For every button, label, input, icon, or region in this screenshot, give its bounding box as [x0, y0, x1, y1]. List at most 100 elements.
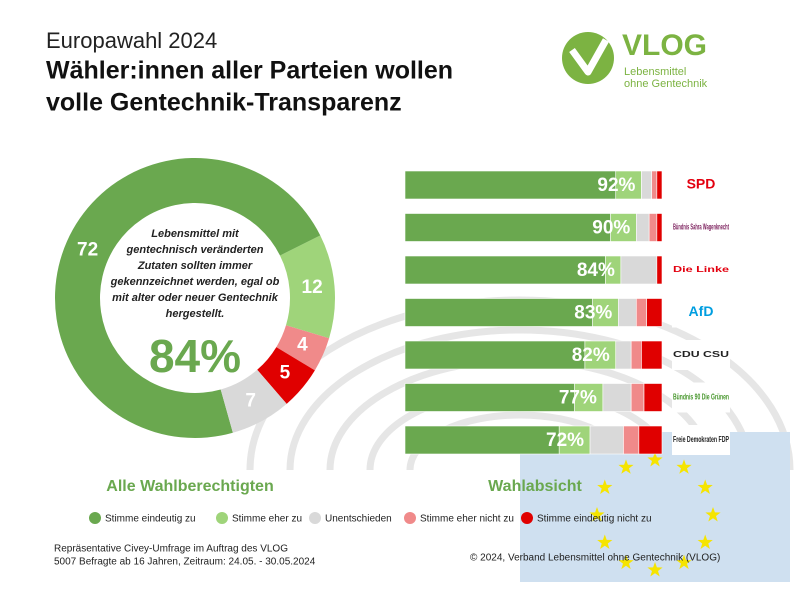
section-title: Alle Wahlberechtigten — [106, 478, 273, 495]
legend: Stimme eindeutig zu Stimme eher zu Unentsc… — [89, 512, 652, 525]
legend-label: Unentschieden — [325, 514, 392, 525]
star — [589, 507, 605, 522]
bar-segment — [615, 170, 642, 200]
bar-segment — [635, 298, 647, 327]
copyright: © 2024, Verband Lebensmittel ohne Gentec… — [470, 553, 720, 564]
party-logo-box — [672, 340, 730, 370]
subtitle: Europawahl 2024 — [46, 28, 217, 53]
bar-chart: 92% SPD 90% Bündnis Sahra Wagenknecht 84% Die… — [404, 170, 730, 455]
star — [597, 479, 613, 494]
center-label: 84% — [149, 330, 241, 382]
bar-segment — [610, 213, 637, 242]
source: Repräsentative Civey-Umfrage im Auftrag … — [54, 544, 288, 555]
logo-line: Lebensmittel — [624, 66, 686, 78]
bar-segment — [656, 170, 663, 200]
donut-segment — [276, 325, 330, 371]
bar-segment — [643, 383, 663, 412]
bar-segment — [646, 298, 663, 327]
legend-marker — [89, 512, 101, 524]
center-text: mit alter oder neuer Gentechnik — [112, 292, 279, 304]
center-text: gentechnisch veränderten — [126, 244, 264, 256]
eu-stars — [589, 452, 721, 577]
segment-label: 7 — [245, 390, 256, 411]
party-label: CDU CSU — [673, 350, 729, 359]
total-label: 83% — [574, 303, 612, 324]
total-label: 90% — [592, 218, 630, 239]
logo-line: ohne Gentechnik — [624, 78, 708, 90]
party-logo-box — [672, 382, 730, 413]
party-label: Bündnis 90 Die Grünen — [673, 393, 729, 402]
bar-segment — [589, 425, 624, 455]
section-title: Wahlabsicht — [488, 478, 582, 495]
total-label: 82% — [572, 345, 610, 366]
center-text: Lebensmittel mit — [151, 228, 240, 240]
bar-segment — [651, 170, 658, 200]
party-logo-box — [672, 425, 730, 455]
title-line: volle Gentechnik-Transparenz — [46, 89, 402, 117]
bar-segment — [404, 425, 560, 455]
bar-segment — [615, 340, 632, 370]
bar-segment — [638, 425, 663, 455]
bar-segment — [592, 298, 619, 327]
party-label: Die Linke — [673, 265, 730, 274]
logo-circle — [562, 32, 614, 84]
bar-segment — [656, 213, 663, 242]
legend-label: Stimme eindeutig zu — [105, 514, 196, 525]
party-logo-box — [672, 255, 730, 285]
bar-segment — [602, 383, 632, 412]
bar-segment — [656, 255, 663, 285]
star — [705, 507, 721, 522]
legend-marker — [216, 512, 228, 524]
legend-marker — [521, 512, 533, 524]
star — [676, 554, 692, 570]
bar-segment — [635, 213, 650, 242]
total-label: 72% — [546, 430, 584, 451]
star — [647, 452, 663, 467]
legend-marker — [404, 512, 416, 524]
party-label: SPD — [687, 176, 716, 192]
donut-segment — [280, 235, 335, 339]
total-label: 92% — [597, 175, 635, 196]
party-label: Bündnis Sahra Wagenknecht — [673, 223, 729, 232]
vlog-logo: VLOG Lebensmittel ohne Gentechnik — [562, 29, 708, 90]
donut-segment — [55, 158, 321, 439]
segment-label: 12 — [302, 277, 323, 298]
logo-check — [569, 38, 610, 76]
center-text: gekennzeichnet werden, egal ob — [110, 276, 280, 288]
bar-segment — [404, 298, 593, 327]
star — [697, 479, 713, 494]
title-line: Wähler:innen aller Parteien wollen — [46, 57, 453, 85]
party-label: AfD — [689, 303, 714, 319]
donut-segment — [220, 369, 287, 433]
center-text: hergestellt. — [166, 308, 225, 320]
donut-chart: 72 12 45 7 Lebensmittel mit gentechnisch verä… — [55, 158, 335, 439]
party-label: Freie Demokraten FDP — [673, 435, 729, 444]
logo-name: VLOG — [622, 29, 707, 62]
star — [697, 534, 713, 549]
bar-segment — [641, 340, 663, 370]
bar-segment — [404, 255, 606, 285]
legend-label: Stimme eindeutig nicht zu — [537, 514, 652, 525]
segment-label: 5 — [280, 363, 291, 384]
star — [618, 554, 634, 570]
bar-segment — [618, 298, 637, 327]
star — [597, 534, 613, 549]
donut-segment — [257, 347, 315, 404]
bar-segment — [404, 170, 617, 200]
bar-segment — [630, 340, 642, 370]
bar-segment — [641, 170, 653, 200]
bar-segment — [404, 213, 611, 242]
bar-segment — [558, 425, 591, 455]
source: 5007 Befragte ab 16 Jahren, Zeitraum: 24… — [54, 557, 316, 568]
star — [676, 459, 692, 474]
segment-label: 72 — [77, 239, 98, 260]
star — [647, 562, 663, 577]
bar-segment — [623, 425, 640, 455]
segment-label: 4 — [297, 335, 308, 356]
bar-segment — [630, 383, 645, 412]
party-logo-box — [672, 212, 730, 243]
total-label: 77% — [559, 388, 597, 409]
total-label: 84% — [577, 260, 615, 281]
bar-segment — [620, 255, 658, 285]
